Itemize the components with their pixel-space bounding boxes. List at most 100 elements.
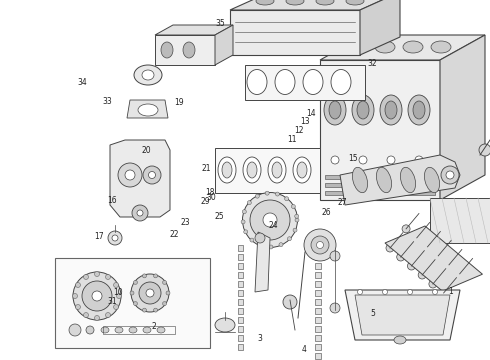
Ellipse shape xyxy=(352,167,368,193)
Polygon shape xyxy=(345,290,460,340)
Polygon shape xyxy=(230,0,400,10)
Ellipse shape xyxy=(479,144,490,156)
Ellipse shape xyxy=(250,200,290,240)
Ellipse shape xyxy=(433,289,438,294)
Ellipse shape xyxy=(285,197,289,201)
Ellipse shape xyxy=(215,318,235,332)
Ellipse shape xyxy=(105,274,111,279)
Bar xyxy=(230,10,360,55)
Ellipse shape xyxy=(387,156,395,164)
Text: 35: 35 xyxy=(216,19,225,28)
Bar xyxy=(315,335,321,341)
Ellipse shape xyxy=(317,242,323,248)
Ellipse shape xyxy=(163,280,167,284)
Ellipse shape xyxy=(376,167,392,193)
Ellipse shape xyxy=(288,237,292,241)
Ellipse shape xyxy=(143,166,161,184)
Ellipse shape xyxy=(311,236,329,254)
Ellipse shape xyxy=(415,156,423,164)
Ellipse shape xyxy=(243,157,261,183)
Ellipse shape xyxy=(403,41,423,53)
Ellipse shape xyxy=(259,243,263,247)
Ellipse shape xyxy=(408,289,413,294)
Ellipse shape xyxy=(95,271,99,276)
Ellipse shape xyxy=(222,162,232,178)
Polygon shape xyxy=(110,140,170,217)
Ellipse shape xyxy=(108,231,122,245)
Bar xyxy=(315,290,321,296)
Ellipse shape xyxy=(83,274,89,279)
Text: 1: 1 xyxy=(448,287,453,296)
Ellipse shape xyxy=(153,308,158,312)
Ellipse shape xyxy=(134,65,162,85)
Text: 2: 2 xyxy=(152,323,157,331)
Bar xyxy=(315,245,321,251)
Ellipse shape xyxy=(148,171,155,179)
Ellipse shape xyxy=(243,193,297,248)
Ellipse shape xyxy=(243,210,246,213)
Bar xyxy=(315,326,321,332)
Ellipse shape xyxy=(247,69,267,95)
Bar xyxy=(238,335,243,341)
Ellipse shape xyxy=(293,157,311,183)
Ellipse shape xyxy=(161,42,173,58)
Ellipse shape xyxy=(352,95,374,125)
Bar xyxy=(238,344,243,350)
Bar xyxy=(315,272,321,278)
Ellipse shape xyxy=(413,234,421,242)
Ellipse shape xyxy=(129,327,137,333)
Ellipse shape xyxy=(133,302,137,306)
Bar xyxy=(238,290,243,296)
Bar xyxy=(238,308,243,314)
Bar xyxy=(315,281,321,287)
Ellipse shape xyxy=(138,104,158,116)
Ellipse shape xyxy=(83,312,89,318)
Ellipse shape xyxy=(423,243,432,251)
Polygon shape xyxy=(440,35,485,200)
Ellipse shape xyxy=(383,289,388,294)
Text: 5: 5 xyxy=(370,309,375,318)
Bar xyxy=(325,175,435,179)
Ellipse shape xyxy=(241,220,245,224)
Ellipse shape xyxy=(303,69,323,95)
Ellipse shape xyxy=(297,162,307,178)
Text: 15: 15 xyxy=(348,154,358,163)
Ellipse shape xyxy=(101,327,109,333)
Ellipse shape xyxy=(295,214,299,218)
Ellipse shape xyxy=(112,235,118,241)
Text: 12: 12 xyxy=(294,126,304,135)
Ellipse shape xyxy=(75,305,80,310)
Polygon shape xyxy=(255,232,270,292)
Bar xyxy=(315,344,321,350)
Ellipse shape xyxy=(269,245,273,249)
Text: 3: 3 xyxy=(257,334,262,343)
Bar xyxy=(315,254,321,260)
Polygon shape xyxy=(320,35,485,60)
Ellipse shape xyxy=(293,228,297,232)
Ellipse shape xyxy=(330,303,340,313)
Bar xyxy=(238,245,243,251)
Bar xyxy=(325,183,435,187)
Ellipse shape xyxy=(385,101,397,119)
Ellipse shape xyxy=(446,171,454,179)
Ellipse shape xyxy=(275,69,295,95)
Ellipse shape xyxy=(394,336,406,344)
Ellipse shape xyxy=(139,282,161,304)
Bar xyxy=(55,258,210,348)
Ellipse shape xyxy=(408,262,416,270)
Ellipse shape xyxy=(431,41,451,53)
Ellipse shape xyxy=(114,305,119,310)
Bar xyxy=(103,326,175,334)
Ellipse shape xyxy=(142,70,154,80)
Ellipse shape xyxy=(86,326,94,334)
Ellipse shape xyxy=(329,101,341,119)
Bar xyxy=(238,326,243,332)
Ellipse shape xyxy=(125,170,135,180)
Ellipse shape xyxy=(153,274,158,278)
Text: 17: 17 xyxy=(94,233,104,242)
Ellipse shape xyxy=(397,253,405,261)
Polygon shape xyxy=(385,226,483,291)
Polygon shape xyxy=(340,155,460,205)
Ellipse shape xyxy=(166,291,170,295)
Ellipse shape xyxy=(143,327,151,333)
